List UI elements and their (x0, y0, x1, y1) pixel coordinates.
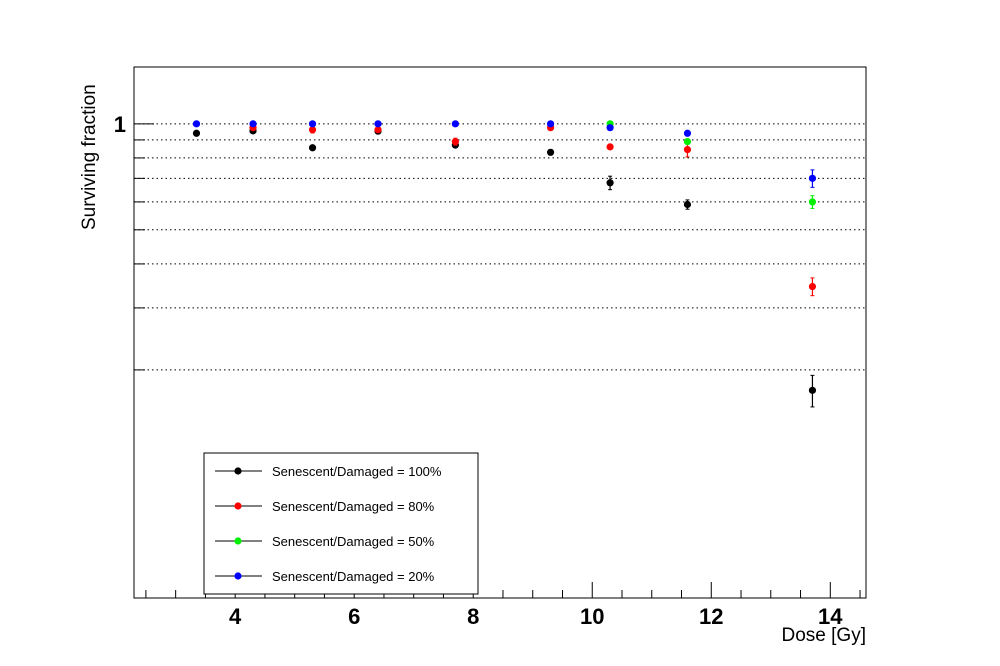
legend-marker-20 (234, 572, 242, 580)
legend-entry-20: Senescent/Damaged = 20% (215, 569, 435, 584)
legend-entry-80: Senescent/Damaged = 80% (215, 499, 435, 514)
data-point-series-0 (546, 148, 555, 156)
x-tick-label: 12 (699, 604, 723, 629)
data-point-series-1 (451, 138, 459, 146)
x-tick-label: 8 (467, 604, 479, 629)
data-point-series-3 (606, 124, 614, 132)
legend-marker-100 (234, 467, 242, 475)
x-tick-label: 10 (580, 604, 604, 629)
data-point-series-1 (606, 143, 614, 151)
data-point-series-0 (683, 200, 692, 209)
legend-box (203, 452, 479, 595)
data-point-series-3 (192, 120, 201, 128)
legend-marker-50 (234, 537, 242, 545)
axes: 14 6 8 10 12 14 (114, 112, 861, 629)
data-point-series-2 (683, 138, 692, 146)
data-point-series-3 (451, 120, 459, 128)
legend-entry-50: Senescent/Damaged = 50% (215, 534, 435, 549)
y-axis-title: Surviving fraction (79, 84, 100, 230)
y-tick-label: 1 (114, 112, 126, 137)
legend-label-50: Senescent/Damaged = 50% (272, 534, 435, 549)
x-tick-label: 14 (818, 604, 843, 629)
data-point-series-1 (374, 126, 382, 134)
legend-label-100: Senescent/Damaged = 100% (272, 464, 442, 479)
legend: Senescent/Damaged = 100% Senescent/Damag… (203, 452, 479, 595)
data-point-series-3 (374, 120, 382, 128)
data-point-series-2 (808, 198, 817, 206)
data-point-series-1 (683, 145, 692, 154)
data-point-series-0 (606, 179, 614, 187)
data-point-series-3 (683, 129, 692, 137)
data-point-series-1 (308, 126, 317, 134)
data-point-series-3 (808, 174, 817, 182)
data-point-series-0 (192, 129, 201, 137)
data-point-series-0 (308, 144, 317, 152)
data-point-series-3 (308, 120, 317, 128)
data-points (192, 120, 817, 408)
legend-label-80: Senescent/Damaged = 80% (272, 499, 435, 514)
data-point-series-1 (808, 282, 817, 291)
data-point-series-3 (546, 120, 555, 128)
legend-marker-80 (234, 502, 242, 510)
data-point-series-3 (249, 120, 257, 128)
legend-entry-100: Senescent/Damaged = 100% (215, 464, 442, 479)
x-axis-title: Dose [Gy] (782, 625, 866, 646)
x-tick-label: 6 (348, 604, 360, 629)
data-point-series-0 (808, 386, 817, 394)
x-tick-label: 4 (229, 604, 242, 629)
legend-label-20: Senescent/Damaged = 20% (272, 569, 435, 584)
